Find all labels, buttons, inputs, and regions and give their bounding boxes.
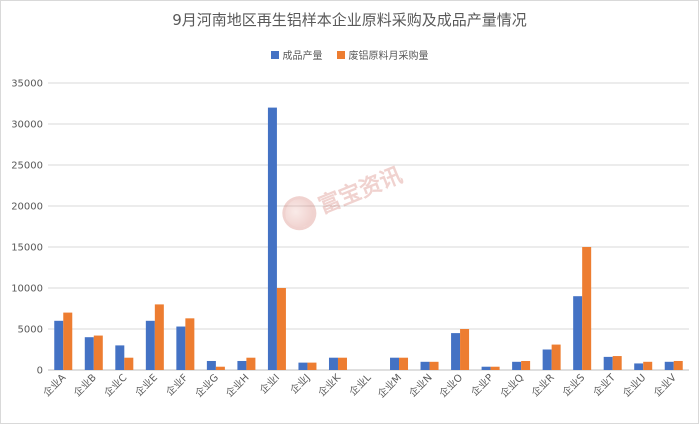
- x-tick-label: 企业I: [257, 371, 282, 396]
- bar: [63, 312, 73, 370]
- bar: [551, 344, 561, 370]
- bar: [145, 320, 155, 370]
- bar: [84, 337, 94, 370]
- x-tick-label: 企业S: [559, 371, 587, 399]
- bar: [664, 361, 674, 370]
- chart-legend: 成品产量 废铝原料月采购量: [1, 47, 698, 62]
- x-tick-label: 企业L: [346, 371, 374, 399]
- legend-swatch-production: [270, 50, 279, 59]
- bar: [337, 357, 347, 370]
- x-tick-label: 企业Q: [497, 371, 526, 400]
- x-tick-label: 企业P: [468, 371, 496, 399]
- bar: [124, 357, 134, 370]
- bar: [582, 247, 592, 370]
- y-tick-label: 5000: [18, 325, 43, 336]
- y-tick-label: 25000: [11, 161, 43, 172]
- legend-swatch-purchase: [336, 50, 345, 59]
- x-tick-label: 企业H: [223, 371, 252, 400]
- x-tick-label: 企业A: [40, 371, 68, 399]
- x-tick-label: 企业E: [132, 371, 160, 399]
- bar: [643, 361, 653, 370]
- bar: [328, 357, 338, 370]
- x-tick-label: 企业O: [436, 371, 465, 400]
- x-tick-label: 企业J: [287, 371, 312, 396]
- y-tick-label: 15000: [11, 243, 43, 254]
- bar: [521, 360, 531, 370]
- bar: [246, 357, 256, 370]
- bar: [390, 357, 400, 370]
- bar: [460, 329, 470, 370]
- bar: [420, 361, 430, 370]
- bar: [307, 362, 317, 370]
- x-tick-label: 企业G: [192, 371, 221, 400]
- bar: [298, 362, 308, 370]
- bar: [206, 360, 216, 370]
- chart-title: 9月河南地区再生铝样本企业原料采购及成品产量情况: [172, 11, 527, 29]
- x-tick-label: 企业T: [590, 370, 618, 398]
- bar: [399, 357, 409, 370]
- bar: [603, 356, 613, 370]
- bar: [451, 333, 461, 370]
- bar: [93, 335, 103, 370]
- bar: [481, 366, 491, 370]
- legend-item-purchase: 废铝原料月采购量: [336, 47, 429, 62]
- x-tick-label: 企业U: [620, 371, 649, 400]
- bar: [612, 356, 622, 370]
- bar: [54, 320, 64, 370]
- legend-label-production: 成品产量: [282, 51, 323, 62]
- bar: [542, 349, 552, 370]
- x-tick-label: 企业N: [406, 371, 435, 400]
- x-tick-label: 企业C: [101, 371, 129, 399]
- bar: [673, 360, 683, 370]
- bar: [185, 318, 195, 370]
- bar: [237, 360, 247, 370]
- bar: [176, 326, 186, 370]
- x-tick-label: 企业K: [315, 371, 343, 399]
- bar: [634, 363, 644, 370]
- y-tick-label: 20000: [11, 202, 43, 213]
- y-tick-label: 30000: [11, 120, 43, 131]
- x-tick-label: 企业F: [163, 371, 191, 399]
- y-tick-label: 35000: [11, 79, 43, 90]
- bar: [276, 288, 286, 370]
- x-tick-label: 企业V: [651, 371, 679, 399]
- bar: [215, 366, 225, 370]
- legend-label-purchase: 废铝原料月采购量: [348, 51, 429, 62]
- bar: [115, 345, 125, 370]
- y-tick-label: 0: [37, 366, 43, 377]
- bar: [512, 361, 522, 370]
- bar: [573, 296, 583, 370]
- bar: [267, 107, 277, 370]
- bar: [154, 304, 164, 370]
- x-tick-label: 企业M: [375, 371, 404, 400]
- y-tick-label: 10000: [11, 284, 43, 295]
- x-tick-label: 企业R: [529, 371, 557, 399]
- legend-item-production: 成品产量: [270, 47, 323, 62]
- bar: [490, 366, 500, 370]
- x-tick-label: 企业B: [71, 371, 99, 399]
- bar: [429, 361, 439, 370]
